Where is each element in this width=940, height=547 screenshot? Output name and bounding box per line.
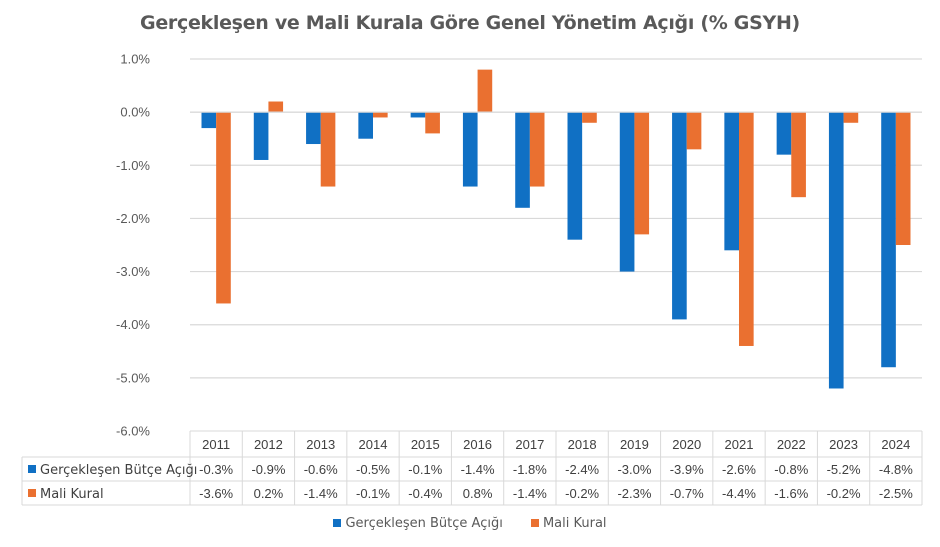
table-cell-value: -0.4% xyxy=(408,486,442,501)
table-header-year: 2018 xyxy=(568,437,597,452)
bar-mali-kural-2012 xyxy=(268,101,284,113)
table-cell-value: -0.2% xyxy=(827,486,861,501)
bar-mali-kural-2022 xyxy=(791,112,806,198)
bar-mali-kural-2018 xyxy=(582,112,597,123)
legend-item-gerceklesen[interactable]: Gerçekleşen Bütçe Açığı xyxy=(333,516,503,531)
bar-gerceklesen-2015 xyxy=(410,112,426,118)
table-cell-value: -0.5% xyxy=(356,462,390,477)
bar-gerceklesen-2021 xyxy=(724,112,739,251)
table-cell-value: -4.8% xyxy=(879,462,913,477)
legend-swatch-blue xyxy=(333,519,342,527)
bar-mali-kural-2014 xyxy=(373,112,388,118)
y-tick-label: -2.0% xyxy=(116,211,150,226)
y-tick-label: -6.0% xyxy=(116,424,150,439)
bar-gerceklesen-2011 xyxy=(201,112,217,129)
data-table: 2011 2012 2013 2014 2015 2016 2017 2018 2019 2020… xyxy=(21,430,923,506)
table-legend-swatch xyxy=(28,489,36,497)
bar-mali-kural-2015 xyxy=(425,112,440,134)
bar-gerceklesen-2024 xyxy=(881,112,896,368)
table-legend-swatch xyxy=(28,465,36,473)
legend-swatch-orange xyxy=(530,519,539,527)
table-header-year: 2021 xyxy=(725,437,754,452)
table-row-label: Gerçekleşen Bütçe Açığı xyxy=(40,463,197,478)
y-axis-ticks: 1.0% 0.0% -1.0% -2.0% -3.0% -4.0% -5.0% -6.0% xyxy=(116,52,150,439)
table-cell-value: -5.2% xyxy=(827,462,861,477)
legend: Gerçekleşen Bütçe Açığı Mali Kural xyxy=(0,516,940,531)
table-cell-value: -1.4% xyxy=(304,486,338,501)
bar-gerceklesen-2022 xyxy=(776,112,792,155)
table-cell-value: -3.0% xyxy=(617,462,651,477)
legend-label: Gerçekleşen Bütçe Açığı xyxy=(345,516,503,531)
table-header-year: 2013 xyxy=(306,437,335,452)
table-cell-value: -1.6% xyxy=(774,486,808,501)
bar-gerceklesen-2019 xyxy=(619,112,635,272)
table-header-year: 2017 xyxy=(515,437,544,452)
bar-gerceklesen-2020 xyxy=(672,112,687,320)
bar-gerceklesen-2023 xyxy=(828,112,844,389)
table-cell-value: -0.6% xyxy=(304,462,338,477)
table-header-year: 2023 xyxy=(829,437,858,452)
table-header-year: 2016 xyxy=(463,437,492,452)
bar-gerceklesen-2016 xyxy=(462,112,478,187)
table-row-label: Mali Kural xyxy=(40,487,104,502)
table-header-year: 2022 xyxy=(777,437,806,452)
table-cell-value: -2.4% xyxy=(565,462,599,477)
table-cell-value: -0.1% xyxy=(408,462,442,477)
table-cell-value: -3.9% xyxy=(670,462,704,477)
bar-gerceklesen-2017 xyxy=(515,112,530,208)
bar-mali-kural-2011 xyxy=(216,112,231,304)
bar-gerceklesen-2013 xyxy=(306,112,321,145)
table-cell-value: -0.8% xyxy=(774,462,808,477)
table-cell-value: -2.6% xyxy=(722,462,756,477)
table-cell-value: 0.2% xyxy=(254,486,284,501)
table-cell-value: -1.4% xyxy=(513,486,547,501)
table-header-year: 2012 xyxy=(254,437,283,452)
bar-mali-kural-2021 xyxy=(739,112,754,346)
table-header-year: 2024 xyxy=(881,437,910,452)
table-cell-value: 0.8% xyxy=(463,486,493,501)
table-header-year: 2011 xyxy=(202,437,230,452)
table-header-year: 2019 xyxy=(620,437,649,452)
y-tick-label: 0.0% xyxy=(120,105,150,120)
bar-mali-kural-2024 xyxy=(895,112,911,246)
chart-title: Gerçekleşen ve Mali Kurala Göre Genel Yö… xyxy=(140,12,800,34)
bar-mali-kural-2023 xyxy=(843,112,859,123)
bar-gerceklesen-2018 xyxy=(567,112,583,240)
table-cell-value: -0.9% xyxy=(251,462,285,477)
legend-label: Mali Kural xyxy=(542,516,607,531)
table-cell-value: -4.4% xyxy=(722,486,756,501)
y-tick-label: -3.0% xyxy=(116,264,150,279)
table-cell-value: -0.7% xyxy=(670,486,704,501)
table-header-year: 2020 xyxy=(672,437,701,452)
y-tick-label: -4.0% xyxy=(116,317,150,332)
gridlines xyxy=(190,58,922,379)
table-cell-value: -2.5% xyxy=(879,486,913,501)
bar-mali-kural-2020 xyxy=(686,112,702,150)
table-cell-value: -0.3% xyxy=(199,462,233,477)
bar-mali-kural-2013 xyxy=(320,112,336,187)
table-cell-value: -2.3% xyxy=(617,486,651,501)
table-cell-value: -3.6% xyxy=(199,486,233,501)
y-tick-label: 1.0% xyxy=(120,52,150,67)
table-cell-value: -1.8% xyxy=(513,462,547,477)
bar-gerceklesen-2012 xyxy=(253,112,269,160)
bar-mali-kural-2019 xyxy=(634,112,650,235)
table-header-year: 2014 xyxy=(359,437,388,452)
y-tick-label: -1.0% xyxy=(116,158,150,173)
bar-gerceklesen-2014 xyxy=(358,112,373,139)
bar-mali-kural-2017 xyxy=(529,112,545,187)
bars xyxy=(190,69,922,389)
table-cell-value: -0.1% xyxy=(356,486,390,501)
table-header-year: 2015 xyxy=(411,437,440,452)
table-cell-value: -1.4% xyxy=(461,462,495,477)
bar-mali-kural-2016 xyxy=(477,69,493,113)
y-tick-label: -5.0% xyxy=(116,370,150,385)
legend-item-mali-kural[interactable]: Mali Kural xyxy=(530,516,607,531)
table-cell-value: -0.2% xyxy=(565,486,599,501)
